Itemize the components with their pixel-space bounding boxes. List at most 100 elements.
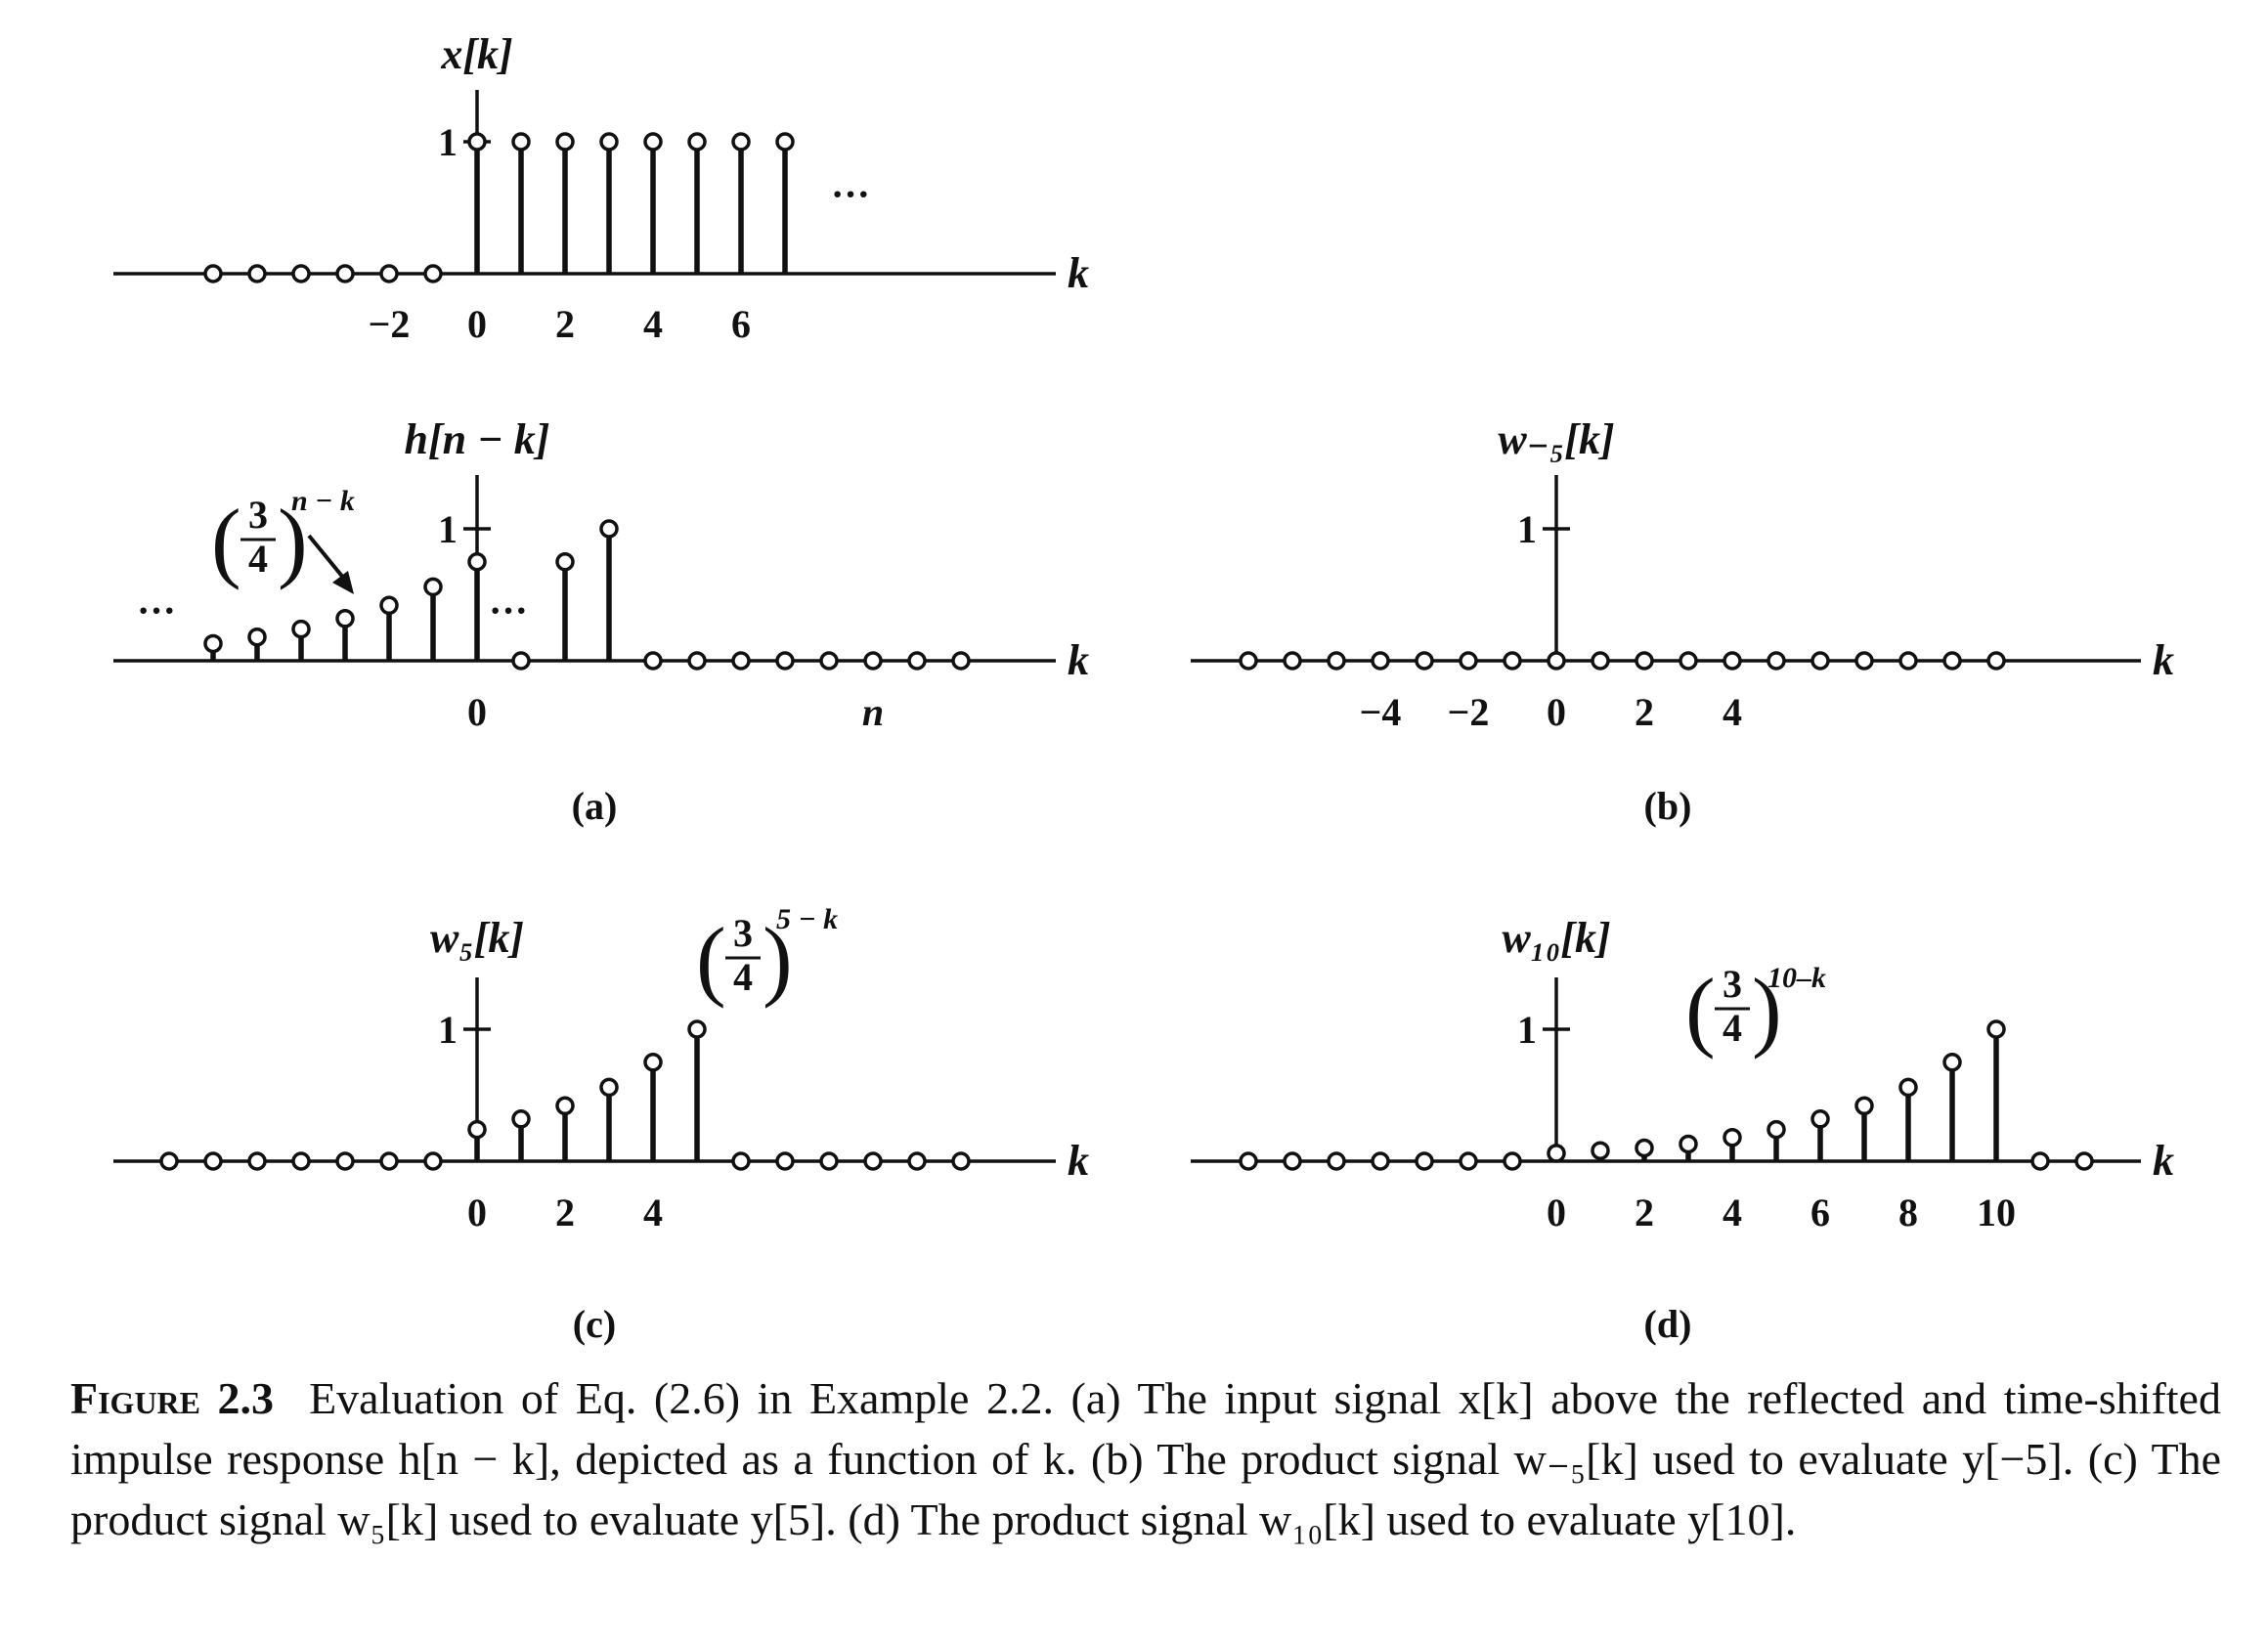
stem-marker (687, 132, 707, 152)
annotation-arrow (307, 534, 346, 581)
decay-formula: ( 3 4 ) n − k (211, 485, 355, 594)
stem-marker (599, 519, 619, 539)
stem-marker (1679, 1134, 1698, 1154)
continuation-ellipsis: ··· (831, 172, 870, 216)
stem-marker (907, 651, 927, 671)
x-tick-label: −2 (1448, 690, 1490, 734)
stem-marker (1239, 1151, 1258, 1171)
stem-marker (555, 1096, 575, 1116)
x-tick-label: 0 (1547, 690, 1566, 734)
panel-label-a: (a) (572, 784, 618, 828)
formula-exponent: n − k (291, 485, 355, 517)
x-tick-label: −2 (369, 302, 411, 346)
stem-marker (555, 132, 575, 152)
stem-marker (731, 651, 751, 671)
x-tick-label: 4 (1723, 1191, 1742, 1234)
stem-marker (731, 132, 751, 152)
stem-marker (907, 1151, 927, 1171)
stem-marker (291, 1151, 311, 1171)
stem-marker (775, 1151, 795, 1171)
stem-marker (1723, 1127, 1742, 1148)
fraction-numerator: 3 (248, 493, 268, 537)
stem-marker (2074, 1151, 2094, 1171)
stem-marker (819, 1151, 839, 1171)
x-axis-label: k (2153, 1137, 2174, 1185)
stem-marker (511, 651, 531, 671)
stem-marker (203, 633, 223, 654)
panel-label-c: (c) (573, 1302, 616, 1346)
y-axis-label: h[n − k] (405, 415, 550, 463)
stem-marker (1459, 651, 1478, 671)
stem-marker (511, 132, 531, 152)
fraction-numerator: 3 (1723, 962, 1742, 1006)
stem-marker (1766, 1119, 1786, 1140)
panel-label-d: (d) (1644, 1302, 1692, 1346)
y-axis-label: w₁₀[k] (1502, 914, 1610, 962)
figure-number: Figure 2.3 (70, 1373, 275, 1423)
x-tick-label: 8 (1898, 1191, 1918, 1234)
stem-marker (1854, 651, 1874, 671)
stem-marker (2030, 1151, 2050, 1171)
left-paren: ( (211, 491, 241, 590)
x-tick-label: 2 (555, 302, 575, 346)
stem-marker (1459, 1151, 1478, 1171)
caption-text: Evaluation of Eq. (2.6) in Example 2.2. … (70, 1373, 2221, 1544)
stem-marker (247, 1151, 267, 1171)
stem-marker (1723, 651, 1742, 671)
stem-marker (1327, 651, 1346, 671)
stem-marker (1986, 1019, 2006, 1039)
stem-marker (1547, 1144, 1566, 1163)
stem-marker (1898, 1077, 1918, 1098)
right-paren: ) (278, 491, 308, 590)
stem-marker (247, 627, 267, 647)
stem-marker (159, 1151, 179, 1171)
y-tick-label: 1 (438, 120, 458, 164)
stem-marker (379, 595, 399, 616)
stem-marker (687, 1019, 707, 1039)
x-tick-label: 6 (731, 302, 751, 346)
stem-marker (1810, 651, 1830, 671)
y-axis-label: x[k] (440, 30, 512, 78)
stem-marker (951, 651, 971, 671)
fraction-denominator: 4 (248, 537, 268, 581)
x-tick-label: 2 (1635, 1191, 1654, 1234)
fraction-denominator: 4 (733, 955, 753, 999)
x-axis-label: k (1068, 636, 1089, 684)
y-tick-label: 1 (1517, 507, 1537, 551)
stem-plot: 1 x[k] k −2 0 2 4 6 (113, 30, 1089, 346)
x-tick-label: 0 (467, 690, 487, 734)
stem-marker (643, 1053, 663, 1072)
stem-marker (1898, 651, 1918, 671)
right-paren: ) (1752, 960, 1782, 1060)
x-tick-label: 0 (467, 302, 487, 346)
stem-marker (599, 1077, 619, 1098)
stem-marker (1547, 651, 1566, 671)
x-tick-label: n (862, 690, 884, 734)
x-tick-label: 0 (467, 1191, 487, 1234)
x-tick-label: 4 (643, 1191, 663, 1234)
stem-marker (687, 651, 707, 671)
stem-marker (1766, 651, 1786, 671)
x-axis-label: k (2153, 636, 2174, 684)
stem-marker (643, 651, 663, 671)
continuation-ellipsis: ··· (137, 588, 176, 632)
left-paren: ( (696, 909, 726, 1009)
stem-marker (1283, 651, 1302, 671)
x-tick-label: 2 (555, 1191, 575, 1234)
stem-marker (731, 1151, 751, 1171)
left-paren: ( (1685, 960, 1716, 1060)
stem-plot: 1 w₋₅[k] k −4 −2 0 2 4 (1191, 415, 2174, 734)
stem-marker (335, 609, 355, 628)
stem-marker (643, 132, 663, 152)
stem-marker (1591, 1141, 1610, 1160)
x-tick-label: 6 (1810, 1191, 1830, 1234)
x-axis-label: k (1068, 249, 1089, 297)
stem-marker (291, 264, 311, 283)
x-tick-label: −4 (1360, 690, 1402, 734)
stem-plot: 1 w₅[k] k 0 2 4 (113, 914, 1089, 1234)
stem-marker (379, 264, 399, 283)
stem-marker (1239, 651, 1258, 671)
y-tick-label: 1 (1517, 1008, 1537, 1052)
stem-marker (423, 1151, 443, 1171)
stem-marker (423, 577, 443, 597)
